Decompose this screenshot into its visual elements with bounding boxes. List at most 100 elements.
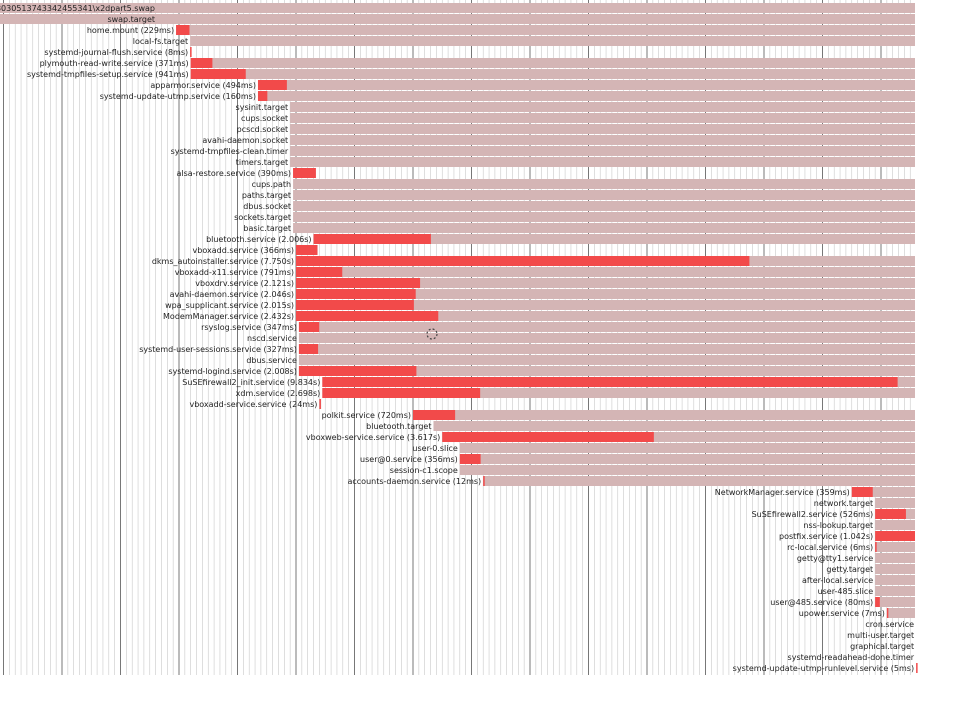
unit-label: apparmor.service (494ms) (150, 81, 256, 90)
unit-bar (459, 465, 915, 475)
unit-label: systemd-update-utmp.service (160ms) (100, 92, 256, 101)
unit-label: systemd-readahead-done.timer (788, 653, 915, 662)
unit-bar (298, 355, 915, 365)
unit-bar (290, 146, 915, 156)
unit-active-bar (190, 47, 192, 57)
unit-bar (293, 179, 915, 189)
unit-bar (851, 487, 915, 497)
unit-bar (296, 267, 915, 277)
unit-bar (257, 91, 916, 101)
unit-active-bar (257, 91, 268, 101)
unit-active-bar (296, 311, 439, 321)
unit-bar (875, 564, 915, 574)
unit-active-bar (176, 25, 190, 35)
unit-label: avahi-daemon.socket (202, 136, 288, 145)
unit-bar (433, 421, 915, 431)
unit-active-bar (319, 399, 321, 409)
unit-bar (875, 597, 915, 607)
unit-active-bar (875, 509, 906, 519)
unit-label: getty.target (826, 565, 873, 574)
unit-label: rc-local.service (6ms) (787, 543, 873, 552)
unit-label: after-local.service (802, 576, 873, 585)
unit-bar (413, 410, 915, 420)
unit-bar (290, 113, 915, 123)
unit-label: paths.target (242, 191, 291, 200)
unit-label: systemd-journal-flush.service (8ms) (44, 48, 188, 57)
unit-bar (875, 520, 915, 530)
unit-label: upower.service (7ms) (799, 609, 885, 618)
unit-bar (293, 212, 915, 222)
unit-bar (290, 124, 915, 134)
unit-active-bar (296, 245, 318, 255)
unit-bar (290, 157, 915, 167)
unit-active-bar (298, 366, 417, 376)
unit-label: vboxweb-service.service (3.617s) (306, 433, 440, 442)
unit-active-bar (483, 476, 485, 486)
unit-bar (0, 3, 915, 13)
unit-bar (442, 432, 915, 442)
unit-bar (875, 498, 915, 508)
unit-bar (176, 25, 915, 35)
unit-label: pcscd.socket (237, 125, 289, 134)
unit-bar (190, 69, 915, 79)
unit-bar (296, 278, 915, 288)
unit-bar (459, 443, 915, 453)
unit-bar (875, 542, 915, 552)
unit-active-bar (296, 256, 750, 266)
unit-label: user-0.slice (412, 444, 457, 453)
unit-label: xdm.service (2.698s) (236, 389, 321, 398)
unit-label: user@485.service (80ms) (770, 598, 873, 607)
unit-label: dbus.service (246, 356, 297, 365)
unit-label: bluetooth.target (366, 422, 431, 431)
unit-bar (296, 300, 915, 310)
unit-label: user@0.service (356ms) (360, 455, 458, 464)
unit-bar (293, 190, 915, 200)
unit-bar (296, 311, 915, 321)
unit-label: nscd.service (247, 334, 297, 343)
unit-label: alsa-restore.service (390ms) (176, 169, 291, 178)
unit-label: cups.socket (241, 114, 288, 123)
unit-bar (483, 476, 915, 486)
unit-label: multi-user.target (847, 631, 914, 640)
unit-active-bar (459, 454, 481, 464)
unit-active-bar (413, 410, 456, 420)
unit-active-bar (257, 80, 287, 90)
unit-label: NetworkManager.service (359ms) (715, 488, 850, 497)
unit-bar (293, 201, 915, 211)
unit-bar (298, 322, 915, 332)
unit-label: systemd-user-sessions.service (327ms) (139, 345, 297, 354)
unit-labels: dev-disk-by\x2did-scsi\x2d3600508e000000… (0, 4, 915, 673)
unit-active-bar (293, 168, 316, 178)
unit-active-bar (296, 289, 416, 299)
unit-active-bar (886, 608, 889, 618)
unit-label: systemd-update-utmp-runlevel.service (5m… (733, 664, 914, 673)
unit-active-bar (875, 531, 915, 541)
unit-bar (298, 366, 915, 376)
unit-label: vboxdrv.service (2.121s) (195, 279, 294, 288)
unit-label: local-fs.target (133, 37, 188, 46)
unit-bar (296, 289, 915, 299)
unit-active-bar (322, 377, 898, 387)
unit-bar (290, 102, 915, 112)
unit-active-bar (851, 487, 873, 497)
unit-label: systemd-tmpfiles-setup.service (941ms) (27, 70, 189, 79)
unit-active-bar (190, 69, 246, 79)
unit-active-bar (296, 267, 343, 277)
unit-active-bar (322, 388, 481, 398)
unit-label: postfix.service (1.042s) (779, 532, 873, 541)
unit-bar (886, 608, 915, 618)
unit-label: cron.service (865, 620, 914, 629)
unit-label: sysinit.target (236, 103, 289, 112)
unit-label: dev-disk-by\x2did-scsi\x2d3600508e000000… (0, 4, 155, 13)
unit-label: SuSEfirewall2.service (526ms) (752, 510, 874, 519)
unit-label: user-485.slice (818, 587, 874, 596)
unit-bar (190, 36, 916, 46)
unit-label: systemd-tmpfiles-clean.timer (171, 147, 289, 156)
unit-active-bar (875, 542, 877, 552)
unit-label: plymouth-read-write.service (371ms) (40, 59, 189, 68)
unit-bar (322, 388, 915, 398)
unit-bar (875, 553, 915, 563)
unit-label: swap.target (107, 15, 155, 24)
unit-active-bar (298, 322, 320, 332)
unit-active-bar (916, 663, 918, 673)
